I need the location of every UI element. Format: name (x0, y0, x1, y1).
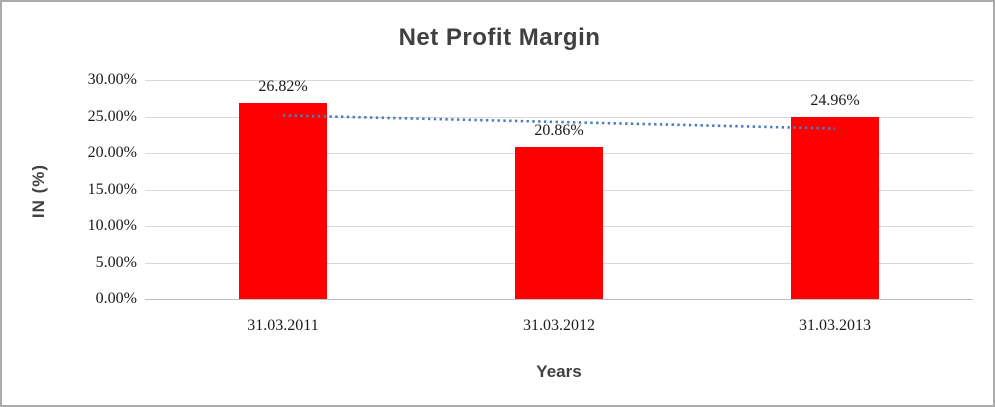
bar-data-label: 26.82% (258, 78, 308, 96)
x-axis-line (145, 299, 973, 300)
bar-31.03.2013 (791, 116, 879, 299)
y-tick-label: 15.00% (87, 180, 137, 198)
bar-data-label: 20.86% (534, 121, 584, 139)
y-tick-label: 10.00% (87, 217, 137, 234)
x-axis-title: Years (536, 362, 582, 381)
bar-31.03.2012 (515, 146, 603, 299)
bar-31.03.2011 (239, 103, 327, 299)
gridline (145, 116, 973, 118)
x-category-label: 31.03.2012 (523, 317, 595, 334)
bar-data-label: 24.96% (810, 91, 860, 109)
y-tick-label: 25.00% (87, 107, 137, 125)
trendline-path (282, 114, 836, 130)
x-category-label: 31.03.2013 (799, 317, 871, 334)
y-tick-label: 5.00% (95, 253, 137, 271)
trendline (282, 114, 836, 130)
plot-area: 26.82% 20.86% 24.96% (145, 78, 973, 300)
gridline (145, 80, 973, 81)
y-tick-label: 30.00% (87, 71, 137, 88)
x-category-label: 31.03.2011 (247, 317, 319, 334)
y-tick-label: 20.00% (87, 144, 137, 161)
chart-title: Net Profit Margin (398, 24, 601, 51)
y-tick-label: 0.00% (95, 290, 137, 307)
